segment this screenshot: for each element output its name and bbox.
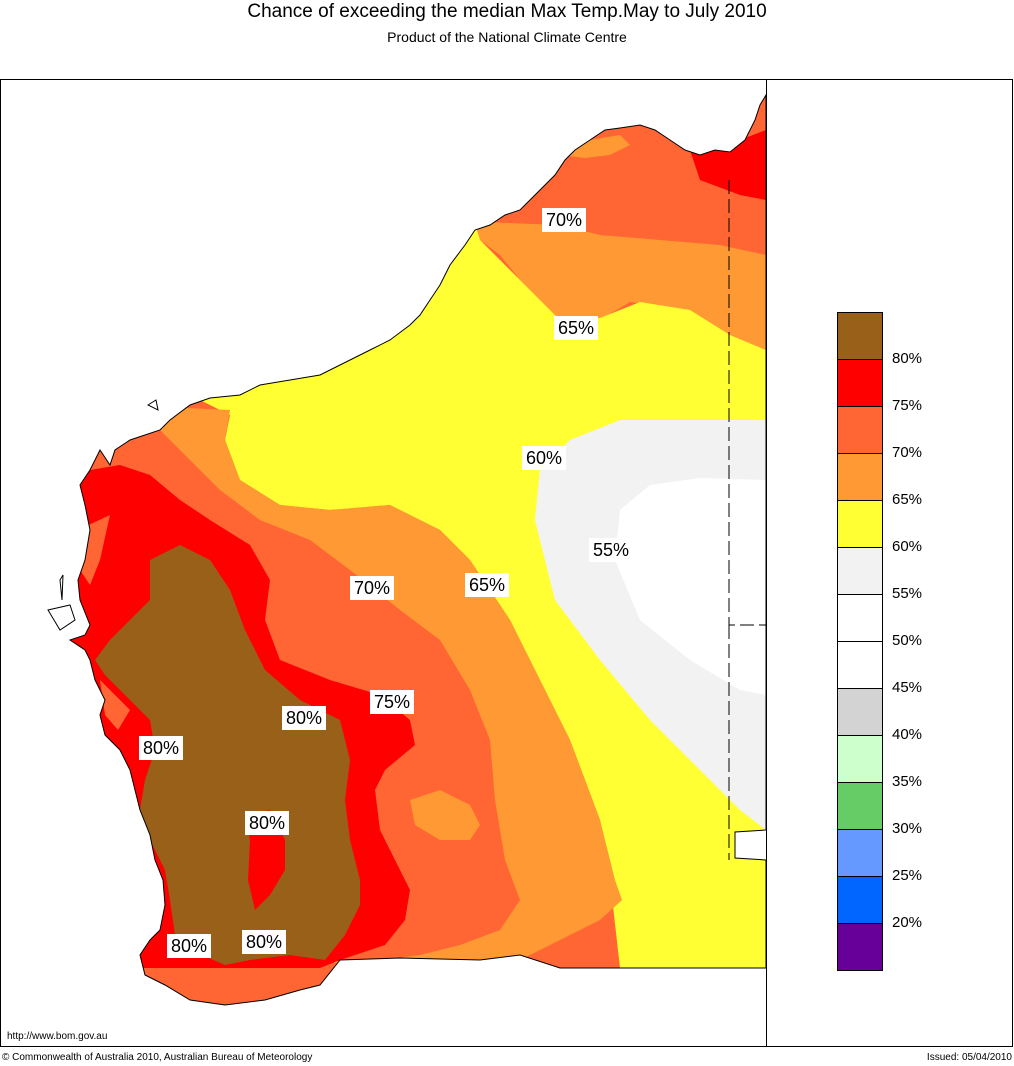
state-border xyxy=(728,180,766,860)
legend-label: 50% xyxy=(892,632,923,649)
legend-swatch xyxy=(837,688,883,736)
legend-label: 55% xyxy=(892,585,923,602)
band-80-inner-spot xyxy=(245,810,285,910)
legend-swatch xyxy=(837,735,883,783)
legend-swatch xyxy=(837,359,883,407)
band-80-plus xyxy=(95,545,360,965)
legend-label: 35% xyxy=(892,773,923,790)
legend-label: 75% xyxy=(892,397,923,414)
band-south-70-spot xyxy=(140,970,195,1000)
shaded-land xyxy=(70,95,766,1005)
legend-label: 25% xyxy=(892,867,923,884)
contour-label-80-a: 80% xyxy=(282,706,327,730)
contour-label-70-mid: 70% xyxy=(350,576,395,600)
legend-swatch xyxy=(837,312,883,360)
legend-swatch xyxy=(837,500,883,548)
legend-label: 60% xyxy=(892,538,923,555)
coastline xyxy=(68,94,766,1006)
contour-label-80-d: 80% xyxy=(167,934,212,958)
contour-label-80-e: 80% xyxy=(242,930,287,954)
legend-label: 30% xyxy=(892,820,923,837)
band-65-spot xyxy=(410,790,480,840)
contour-label-65-north: 65% xyxy=(554,316,599,340)
contour-label-60: 60% xyxy=(522,446,567,470)
band-50-55 xyxy=(615,478,766,695)
map-title: Chance of exceeding the median Max Temp.… xyxy=(247,1,767,22)
band-west-70-spot xyxy=(100,680,130,730)
legend-label: 70% xyxy=(892,444,923,461)
legend-label: 80% xyxy=(892,350,923,367)
copyright-notice: © Commonwealth of Australia 2010, Austra… xyxy=(2,1052,313,1063)
legend-swatch xyxy=(837,923,883,971)
islands xyxy=(47,399,159,631)
legend-swatch xyxy=(837,876,883,924)
legend-swatch xyxy=(837,594,883,642)
issued-date: Issued: 05/04/2010 xyxy=(926,1052,1012,1063)
map-frame xyxy=(0,79,1013,1047)
contour-label-55: 55% xyxy=(589,538,634,562)
band-north-65-spot xyxy=(560,135,630,158)
contour-label-80-c: 80% xyxy=(245,811,290,835)
legend-swatch xyxy=(837,547,883,595)
contour-label-70-north: 70% xyxy=(542,208,587,232)
wa-probability-map xyxy=(47,94,766,1006)
legend-label: 20% xyxy=(892,914,923,931)
map-subtitle: Product of the National Climate Centre xyxy=(387,29,627,45)
legend-swatch xyxy=(837,406,883,454)
legend-swatch xyxy=(837,829,883,877)
source-url: http://www.bom.gov.au xyxy=(7,1031,108,1042)
legend-label: 65% xyxy=(892,491,923,508)
band-north-65 xyxy=(430,220,766,350)
legend-swatch xyxy=(837,453,883,501)
legend-label: 40% xyxy=(892,726,923,743)
legend-swatch xyxy=(837,782,883,830)
panel-divider xyxy=(766,79,767,1047)
contour-label-75: 75% xyxy=(370,690,415,714)
legend-label: 45% xyxy=(892,679,923,696)
contour-label-80-b: 80% xyxy=(139,736,184,760)
legend-swatch xyxy=(837,641,883,689)
contour-label-65-mid: 65% xyxy=(465,573,510,597)
